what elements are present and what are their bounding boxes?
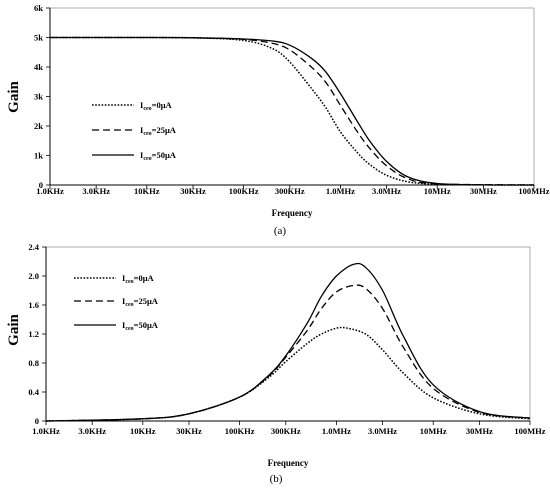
x-tick-label: 1.0MHz — [322, 426, 351, 436]
x-tick-label: 30KHz — [180, 186, 206, 196]
x-tick-label: 10MHz — [424, 186, 451, 196]
x-tick-label: 1.0MHz — [326, 186, 355, 196]
legend-label: Iceo=0μA — [140, 100, 173, 112]
chart-a: 0 1k 2k 3k 4k 5k 6k 1.0KHz 3.0KHz 10KHz 30KHz 100KH… — [6, 3, 550, 237]
y-tick-label: 0.4 — [28, 387, 39, 397]
chart-caption: (b) — [270, 473, 283, 485]
y-tick-label: 5k — [34, 33, 43, 43]
x-axis-label: Frequency — [268, 458, 309, 468]
chart-b: 0 0.4 0.8 1.2 1.6 2.0 2.4 1.0KHz 3.0KHz 10KHz 30KH… — [6, 242, 546, 485]
plot-frame — [49, 7, 535, 186]
x-tick-label: 3.0MHz — [368, 426, 397, 436]
x-tick-label: 300KHz — [271, 426, 301, 436]
series-line-dashed — [49, 36, 535, 186]
y-tick-label: 1.6 — [28, 300, 39, 310]
x-tick-label: 3.0KHz — [78, 426, 106, 436]
chart-caption: (a) — [274, 225, 287, 237]
x-tick-label: 1.0KHz — [32, 426, 60, 436]
y-tick-label: 2.0 — [28, 271, 39, 281]
y-tick-label: 0 — [39, 180, 43, 190]
x-tick-label: 10KHz — [130, 426, 156, 436]
legend-label: Iceo=50μA — [122, 320, 159, 332]
y-tick-label: 1.2 — [28, 329, 39, 339]
x-tick-label: 1.0KHz — [36, 186, 64, 196]
x-tick-label: 100MHz — [518, 186, 549, 196]
x-tick-label: 10MHz — [420, 426, 447, 436]
x-tick-label: 100MHz — [514, 426, 545, 436]
x-tick-label: 30MHz — [470, 186, 497, 196]
x-tick-label: 30MHz — [466, 426, 493, 436]
x-tick-label: 30KHz — [176, 426, 202, 436]
plot-frame — [45, 246, 531, 422]
y-tick-label: 6k — [34, 3, 43, 13]
x-tick-label: 300KHz — [275, 186, 305, 196]
series-line-dotted — [45, 326, 531, 422]
y-tick-label: 2k — [34, 121, 43, 131]
x-tick-label: 100KHz — [225, 426, 255, 436]
x-tick-label: 3.0KHz — [82, 186, 110, 196]
x-tick-label: 100KHz — [229, 186, 259, 196]
x-tick-label: 3.0MHz — [372, 186, 401, 196]
series-line-dotted — [49, 36, 535, 186]
legend-label: Iceo=25μA — [122, 296, 159, 308]
y-tick-label: 0 — [35, 416, 39, 426]
y-tick-label: 2.4 — [28, 242, 39, 252]
y-tick-label: 1k — [34, 151, 43, 161]
legend-label: Iceo=50μA — [140, 150, 177, 162]
series-line-solid — [49, 36, 535, 186]
y-tick-label: 4k — [34, 62, 43, 72]
legend-label: Iceo=0μA — [122, 273, 155, 285]
y-tick-label: 0.8 — [28, 358, 39, 368]
series-line-solid — [45, 262, 531, 422]
legend-label: Iceo=25μA — [140, 125, 177, 137]
y-axis-label: Gain — [6, 314, 22, 346]
x-axis-label: Frequency — [272, 208, 313, 218]
y-axis-label: Gain — [6, 81, 22, 113]
y-tick-label: 3k — [34, 92, 43, 102]
x-tick-label: 10KHz — [134, 186, 160, 196]
